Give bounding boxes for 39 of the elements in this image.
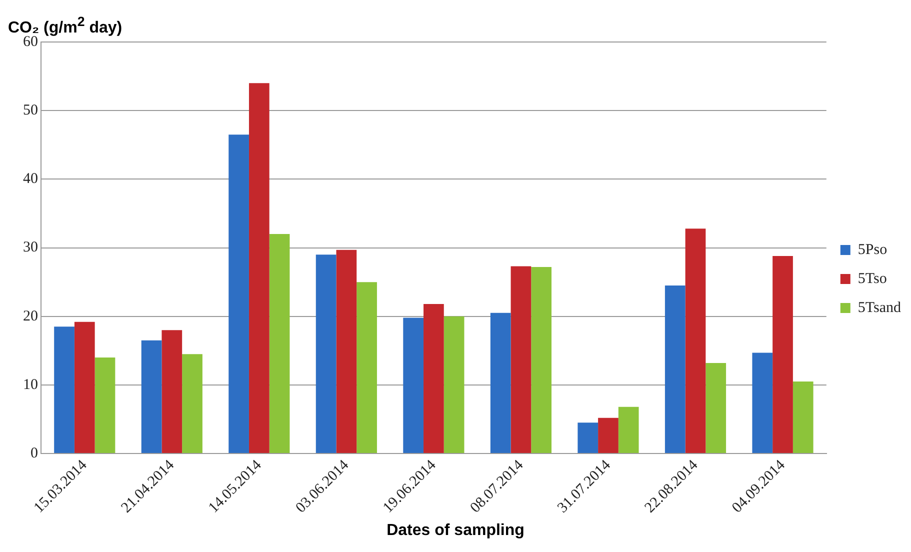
bar (74, 322, 95, 454)
bar (54, 326, 74, 454)
bar (664, 285, 686, 454)
bar (531, 266, 552, 454)
y-tick-label: 20 (23, 308, 38, 324)
bar (510, 266, 532, 454)
bar (356, 282, 377, 454)
bar (162, 330, 182, 454)
bar (316, 254, 336, 454)
y-tick-label: 50 (23, 102, 38, 119)
y-tick-label: 30 (23, 240, 38, 256)
bar (618, 406, 639, 454)
bar (141, 340, 162, 454)
bar (578, 422, 598, 454)
y-tick-label: 60 (23, 34, 38, 50)
legend-label: 5Tso (858, 270, 887, 287)
bar (94, 358, 116, 454)
y-tick-label: 10 (23, 376, 38, 393)
bar (444, 316, 464, 454)
bar (269, 234, 290, 454)
bar (685, 228, 706, 454)
bar (336, 250, 357, 454)
bar (490, 312, 511, 454)
bar (228, 134, 249, 454)
bar (752, 352, 773, 454)
bar (772, 256, 793, 454)
bar (598, 418, 618, 454)
bar (706, 363, 726, 454)
bar (248, 83, 270, 454)
y-tick-label: 40 (23, 171, 38, 188)
bar (403, 318, 424, 454)
bar (182, 354, 202, 454)
x-axis-title: Dates of sampling (386, 522, 526, 540)
legend-label: 5Pso (858, 242, 888, 258)
y-tick-label: 0 (30, 445, 38, 462)
legend-label: 5Tsand (858, 300, 902, 316)
y-axis-title: CO₂ (g/m$^{2}$ day) (8, 14, 122, 36)
bar (792, 382, 814, 454)
bar (424, 304, 444, 454)
